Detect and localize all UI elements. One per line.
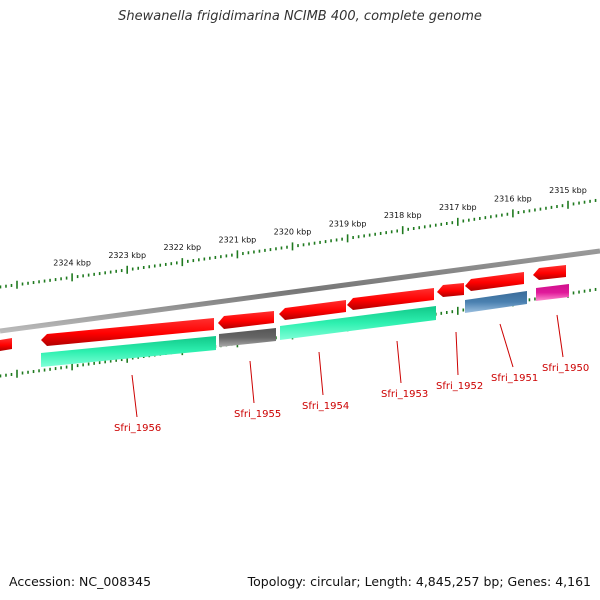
scale-tick-label: 2319 kbp [329, 219, 367, 228]
scale-tick-label: 2321 kbp [219, 235, 257, 244]
cds-feature[interactable] [347, 288, 434, 310]
accession-text: Accession: NC_008345 [9, 574, 152, 589]
gene-label-sfri-1954[interactable]: Sfri_1954 [302, 401, 349, 412]
gene-sfri-1956[interactable] [41, 336, 216, 367]
cds-feature[interactable] [0, 338, 12, 351]
gene-sfri-1950[interactable] [536, 284, 569, 301]
scale-tick-label: 2324 kbp [53, 258, 91, 267]
scale-tick-label: 2318 kbp [384, 211, 422, 220]
map-title: Shewanella frigidimarina NCIMB 400, comp… [118, 9, 482, 24]
scale-tick-label: 2315 kbp [549, 186, 587, 195]
gene-sfri-1955[interactable] [219, 328, 276, 347]
scale-labels: 2315 kbp 2316 kbp 2317 kbp 2318 kbp 2319 kbp… [53, 186, 587, 268]
cds-feature[interactable] [41, 318, 214, 346]
scale-tick-label: 2323 kbp [108, 251, 146, 260]
forward-strand-features [0, 265, 566, 351]
gene-label-sfri-1952[interactable]: Sfri_1952 [436, 381, 483, 392]
cds-feature[interactable] [279, 300, 346, 320]
scale-tick-label: 2320 kbp [274, 227, 312, 236]
cds-feature[interactable] [437, 283, 464, 297]
gene-sfri-1954[interactable] [280, 306, 436, 340]
scale-tick-label: 2316 kbp [494, 194, 532, 203]
gene-label-sfri-1956[interactable]: Sfri_1956 [114, 423, 161, 434]
outer-scale-ticks [0, 198, 597, 289]
topology-summary-text: Topology: circular; Length: 4,845,257 bp… [247, 574, 591, 589]
genome-backbone [0, 248, 600, 334]
gene-sfri-1951[interactable] [465, 291, 527, 313]
cds-feature[interactable] [465, 272, 524, 291]
gene-label-sfri-1950[interactable]: Sfri_1950 [542, 363, 589, 374]
gene-features [41, 284, 569, 367]
gene-label-sfri-1955[interactable]: Sfri_1955 [234, 409, 281, 420]
scale-tick-label: 2322 kbp [163, 243, 201, 252]
cds-feature[interactable] [533, 265, 566, 280]
gene-labels: Sfri_1956 Sfri_1955 Sfri_1954 Sfri_1953 … [114, 314, 589, 434]
gene-label-sfri-1953[interactable]: Sfri_1953 [381, 389, 428, 400]
gene-label-sfri-1951[interactable]: Sfri_1951 [491, 373, 538, 384]
scale-tick-label: 2317 kbp [439, 203, 477, 212]
cds-feature[interactable] [218, 311, 274, 329]
